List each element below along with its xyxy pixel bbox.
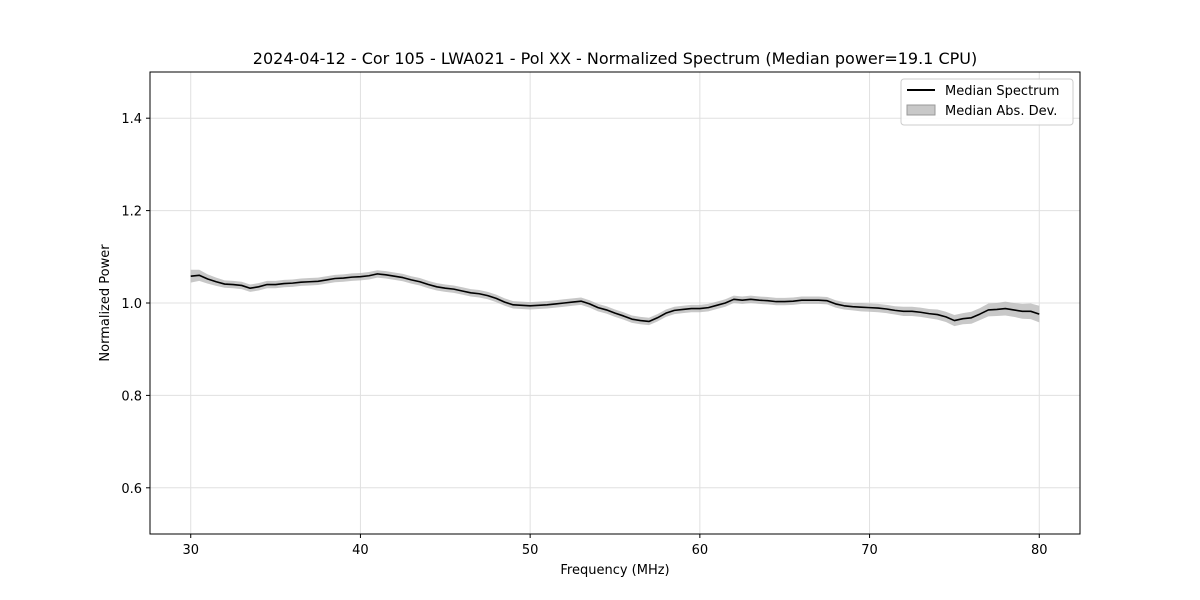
y-axis-ticks: 0.6 0.8 1.0 1.2 1.4 <box>121 112 150 497</box>
x-tick-label: 80 <box>1031 543 1048 558</box>
median-abs-dev-band <box>190 269 1040 327</box>
y-tick-label: 0.8 <box>121 389 142 404</box>
y-tick-label: 1.4 <box>121 112 142 127</box>
legend-box <box>900 78 1074 126</box>
y-tick-label: 1.2 <box>121 205 142 220</box>
mad-band-layer <box>190 269 1040 327</box>
x-axis-label: Frequency (MHz) <box>560 563 669 578</box>
legend: Median Spectrum Median Abs. Dev. <box>900 78 1074 126</box>
legend-entry-median-abs-dev: Median Abs. Dev. <box>945 104 1057 119</box>
legend-band-swatch <box>906 104 936 116</box>
y-axis-label: Normalized Power <box>98 244 113 362</box>
chart-title: 2024-04-12 - Cor 105 - LWA021 - Pol XX -… <box>253 49 977 68</box>
x-tick-label: 50 <box>522 543 539 558</box>
x-tick-label: 70 <box>861 543 878 558</box>
median-spectrum-line <box>190 273 1040 323</box>
x-tick-label: 60 <box>692 543 709 558</box>
x-tick-label: 40 <box>352 543 369 558</box>
y-tick-label: 1.0 <box>121 297 142 312</box>
x-axis-ticks: 30 40 50 60 70 80 <box>182 534 1048 558</box>
grid-lines <box>150 72 1080 534</box>
median-line-layer <box>190 273 1040 323</box>
y-tick-label: 0.6 <box>121 482 142 497</box>
legend-entry-median-spectrum: Median Spectrum <box>945 84 1059 99</box>
x-tick-label: 30 <box>182 543 199 558</box>
